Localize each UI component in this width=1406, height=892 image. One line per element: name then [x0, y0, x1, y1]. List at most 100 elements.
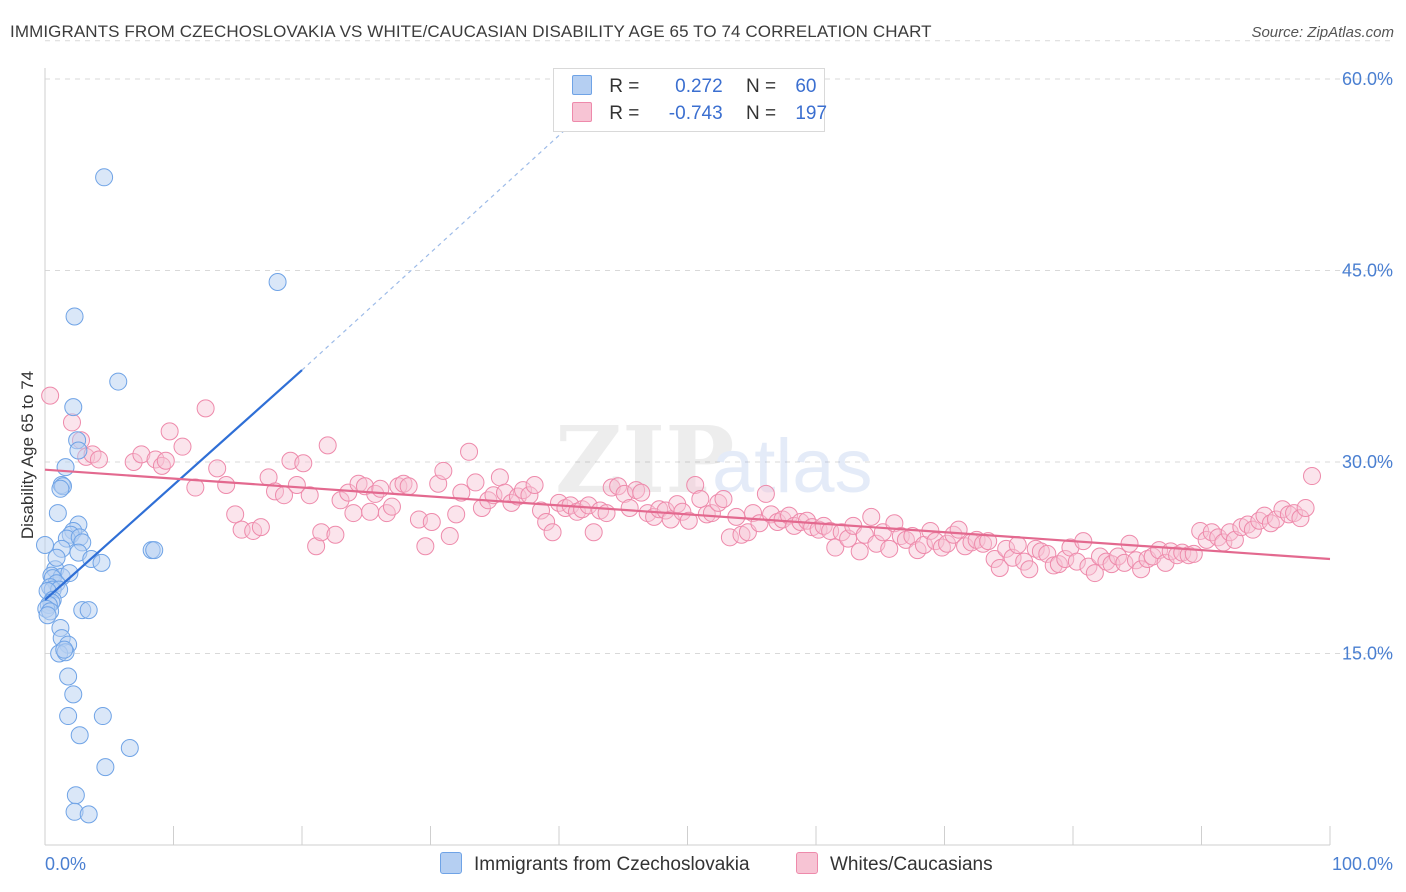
whites-point: [41, 386, 60, 405]
whites-point: [307, 537, 326, 556]
czech-point: [64, 398, 83, 417]
whites-point: [466, 473, 485, 492]
correlation-legend: R = 0.272 N = 60 R = -0.743 N = 197: [553, 68, 828, 132]
czech-point: [66, 786, 85, 805]
czech-point: [95, 168, 114, 187]
czech-point: [64, 685, 83, 704]
legend-r-label: R =: [609, 103, 640, 124]
czech-point: [56, 458, 75, 477]
whites-point: [985, 550, 1004, 569]
czech-point: [55, 640, 74, 659]
czech-point: [92, 553, 111, 572]
whites-point: [579, 496, 598, 515]
whites-point: [1097, 552, 1116, 571]
whites-trend-line: [44, 468, 1331, 561]
whites-point: [949, 520, 968, 539]
whites-point: [744, 504, 763, 523]
whites-point: [714, 490, 733, 509]
whites-point: [1085, 564, 1104, 583]
czech-point: [65, 307, 84, 326]
whites-point: [344, 504, 363, 523]
whites-point: [371, 479, 390, 498]
bottom-legend-swatch-whites: [796, 852, 818, 874]
czech-point: [70, 726, 89, 745]
whites-point: [1026, 539, 1045, 558]
whites-point: [132, 445, 151, 464]
whites-point: [686, 475, 705, 494]
czech-point: [79, 601, 98, 620]
whites-point: [673, 502, 692, 521]
whites-point: [318, 436, 337, 455]
czech-point: [48, 504, 67, 523]
trend-lines: [44, 123, 1331, 601]
gridlines: [45, 40, 1392, 654]
whites-point: [173, 437, 192, 456]
bottom-legend-label-czech: Immigrants from Czechoslovakia: [474, 854, 750, 875]
whites-point: [990, 558, 1009, 577]
whites-point: [1191, 521, 1210, 540]
whites-point: [627, 481, 646, 500]
whites-point: [762, 505, 781, 524]
whites-point: [160, 422, 179, 441]
whites-point: [720, 528, 739, 547]
whites-point: [938, 534, 957, 553]
bottom-legend-whites: Whites/Caucasians: [796, 852, 993, 876]
whites-point: [597, 504, 616, 523]
czech-trend-line: [44, 369, 303, 601]
watermark-atlas: atlas: [712, 424, 873, 509]
whites-point: [1020, 560, 1039, 579]
czech-point: [120, 738, 139, 757]
whites-point: [326, 525, 345, 544]
whites-point: [452, 483, 471, 502]
y-tick-label: 60.0%: [1342, 69, 1393, 89]
legend-n-value: 197: [795, 103, 828, 124]
whites-point: [584, 523, 603, 542]
czech-point: [145, 541, 164, 560]
whites-point: [1184, 544, 1203, 563]
whites-point: [287, 475, 306, 494]
whites-point: [156, 451, 175, 470]
czech-point: [59, 707, 78, 726]
czech-point: [51, 479, 70, 498]
whites-point: [1255, 506, 1274, 525]
czech-point: [93, 707, 112, 726]
czech-point: [109, 372, 128, 391]
whites-point: [997, 539, 1016, 558]
whites-point: [1238, 515, 1257, 534]
bottom-legend-czech: Immigrants from Czechoslovakia: [440, 852, 750, 876]
whites-point: [850, 542, 869, 561]
whites-point: [1056, 550, 1075, 569]
whites-point: [620, 498, 639, 517]
x-tick-label: 100.0%: [1332, 854, 1393, 874]
legend-row-czech: R = 0.272 N = 60: [572, 75, 816, 101]
legend-swatch-whites: [572, 102, 592, 122]
legend-n-label: N =: [745, 76, 777, 97]
whites-point: [1291, 509, 1310, 528]
whites-point: [525, 475, 544, 494]
whites-point: [1126, 551, 1145, 570]
whites-point: [394, 474, 413, 493]
whites-point: [1079, 557, 1098, 576]
whites-point: [1243, 520, 1262, 539]
whites-point: [1303, 467, 1322, 486]
series-whites-points: [41, 386, 1322, 583]
source-credit: Source: ZipAtlas.com: [1251, 24, 1394, 41]
czech-point: [79, 805, 98, 824]
whites-point: [1108, 547, 1127, 566]
whites-point: [434, 461, 453, 480]
whites-point: [382, 497, 401, 516]
y-tick-label: 15.0%: [1342, 644, 1393, 664]
whites-point: [1008, 535, 1027, 554]
czech-point: [47, 548, 66, 567]
czech-point: [60, 564, 79, 583]
whites-point: [312, 523, 331, 542]
axes: [44, 68, 1331, 846]
whites-point: [756, 484, 775, 503]
whites-point: [1067, 552, 1086, 571]
whites-point: [62, 413, 81, 432]
legend-n-label: N =: [745, 103, 777, 124]
legend-r-value: -0.743: [668, 103, 723, 124]
whites-point: [880, 539, 899, 558]
whites-point: [361, 502, 380, 521]
whites-point: [1296, 498, 1315, 517]
